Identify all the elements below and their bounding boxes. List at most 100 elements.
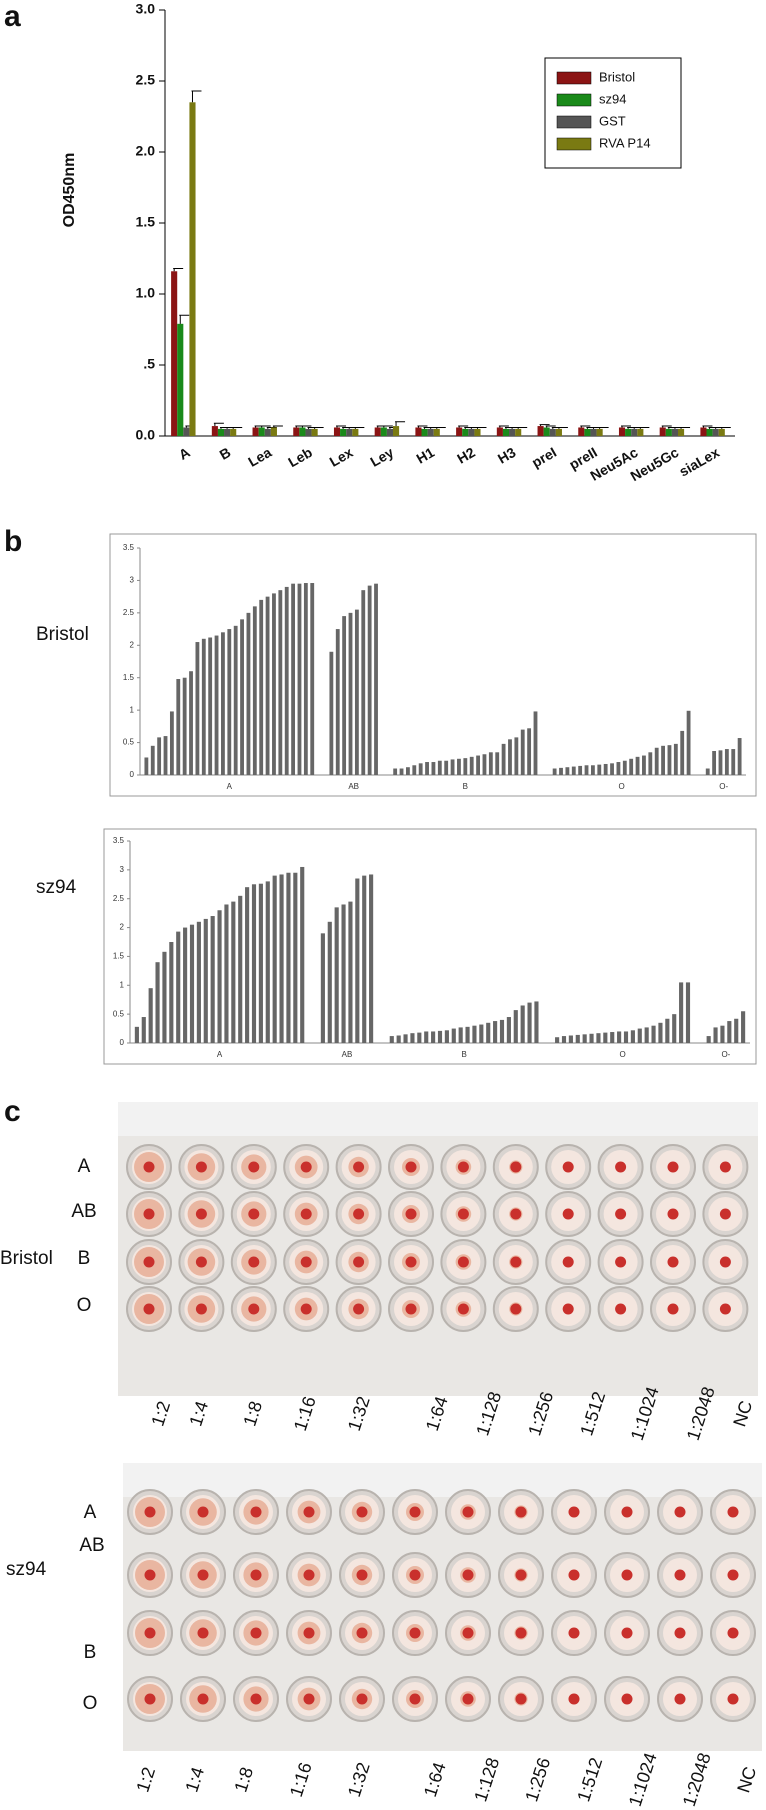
- bar: [665, 1019, 669, 1043]
- well-dot: [516, 1570, 527, 1581]
- y-tick-label: 2.0: [136, 143, 156, 159]
- error-bar: [558, 427, 568, 428]
- bar: [157, 737, 161, 775]
- bar: [527, 728, 531, 775]
- bar: [247, 613, 251, 775]
- well-dot: [622, 1570, 633, 1581]
- well-dot: [304, 1570, 315, 1581]
- bar: [610, 763, 614, 775]
- bar: [259, 884, 263, 1043]
- bar: [637, 429, 643, 436]
- bar: [444, 761, 448, 775]
- bar: [278, 590, 282, 775]
- well-dot: [728, 1628, 739, 1639]
- bar: [610, 1032, 614, 1043]
- bar: [686, 982, 690, 1043]
- bar: [431, 1031, 435, 1043]
- well-dot: [304, 1628, 315, 1639]
- dilution-label: 1:1024: [625, 1750, 661, 1809]
- well-dot: [675, 1570, 686, 1581]
- bar: [497, 427, 503, 436]
- error-bar: [179, 315, 189, 324]
- bar: [221, 632, 225, 775]
- well-dot: [569, 1507, 580, 1518]
- panel-label: a: [4, 0, 21, 33]
- bar: [305, 429, 311, 436]
- bar: [424, 1031, 428, 1043]
- well-dot: [615, 1257, 626, 1268]
- bar: [585, 765, 589, 775]
- bar: [538, 426, 544, 436]
- well-dot: [410, 1694, 421, 1705]
- bar: [334, 427, 340, 436]
- bar: [197, 922, 201, 1043]
- legend-label: GST: [599, 113, 626, 128]
- bar: [403, 1034, 407, 1043]
- dilution-label: 1:2048: [679, 1750, 715, 1809]
- group-label: AB: [348, 782, 359, 791]
- bar: [412, 765, 416, 775]
- bar: [252, 884, 256, 1043]
- well-dot: [196, 1257, 207, 1268]
- bar: [195, 642, 199, 775]
- bar: [521, 1005, 525, 1043]
- y-tick-label: 0.5: [113, 1009, 125, 1018]
- bar: [390, 1036, 394, 1043]
- group-label: O-: [721, 1050, 730, 1059]
- well-dot: [569, 1694, 580, 1705]
- well-dot: [510, 1304, 521, 1315]
- row-label: O: [77, 1295, 92, 1316]
- bar: [368, 586, 372, 775]
- y-tick-label: 1.5: [136, 214, 156, 230]
- well-dot: [410, 1570, 421, 1581]
- bar: [304, 583, 308, 775]
- well-dot: [144, 1209, 155, 1220]
- dilution-label: 1:2: [132, 1765, 159, 1795]
- bar: [259, 427, 265, 436]
- chart-label: sz94: [36, 877, 77, 898]
- bar: [719, 750, 723, 775]
- bar: [565, 767, 569, 775]
- bar: [162, 952, 166, 1043]
- well-dot: [668, 1162, 679, 1173]
- bar: [625, 429, 631, 436]
- bar: [349, 613, 353, 775]
- x-tick-label: A: [176, 444, 193, 463]
- error-bar: [354, 427, 364, 428]
- bar: [462, 429, 468, 436]
- well-dot: [196, 1304, 207, 1315]
- bar: [266, 881, 270, 1043]
- well-dot: [144, 1162, 155, 1173]
- well-dot: [668, 1304, 679, 1315]
- bar: [155, 962, 159, 1043]
- plate-label: Bristol: [0, 1248, 53, 1269]
- bar: [279, 874, 283, 1043]
- bar: [658, 1023, 662, 1043]
- well-dot: [304, 1694, 315, 1705]
- bar: [707, 429, 713, 436]
- well-dot: [248, 1162, 259, 1173]
- bar: [310, 583, 314, 775]
- dilution-label: 1:128: [472, 1389, 505, 1438]
- well-dot: [463, 1694, 474, 1705]
- bar: [176, 679, 180, 775]
- well-dot: [248, 1304, 259, 1315]
- bar: [271, 427, 277, 436]
- group-label: AB: [342, 1050, 353, 1059]
- well-dot: [458, 1209, 469, 1220]
- bar: [591, 765, 595, 775]
- well-dot: [458, 1304, 469, 1315]
- x-tick-label: Lea: [245, 444, 274, 470]
- bar: [438, 761, 442, 775]
- chart-frame: [110, 534, 756, 796]
- bar: [183, 928, 187, 1043]
- well-dot: [410, 1628, 421, 1639]
- bar: [720, 1026, 724, 1043]
- bar: [725, 749, 729, 775]
- bar: [578, 427, 584, 436]
- well-dot: [563, 1209, 574, 1220]
- dilution-label: 1:16: [286, 1760, 316, 1800]
- bar: [335, 907, 339, 1043]
- error-bar: [173, 268, 183, 271]
- bar: [259, 600, 263, 775]
